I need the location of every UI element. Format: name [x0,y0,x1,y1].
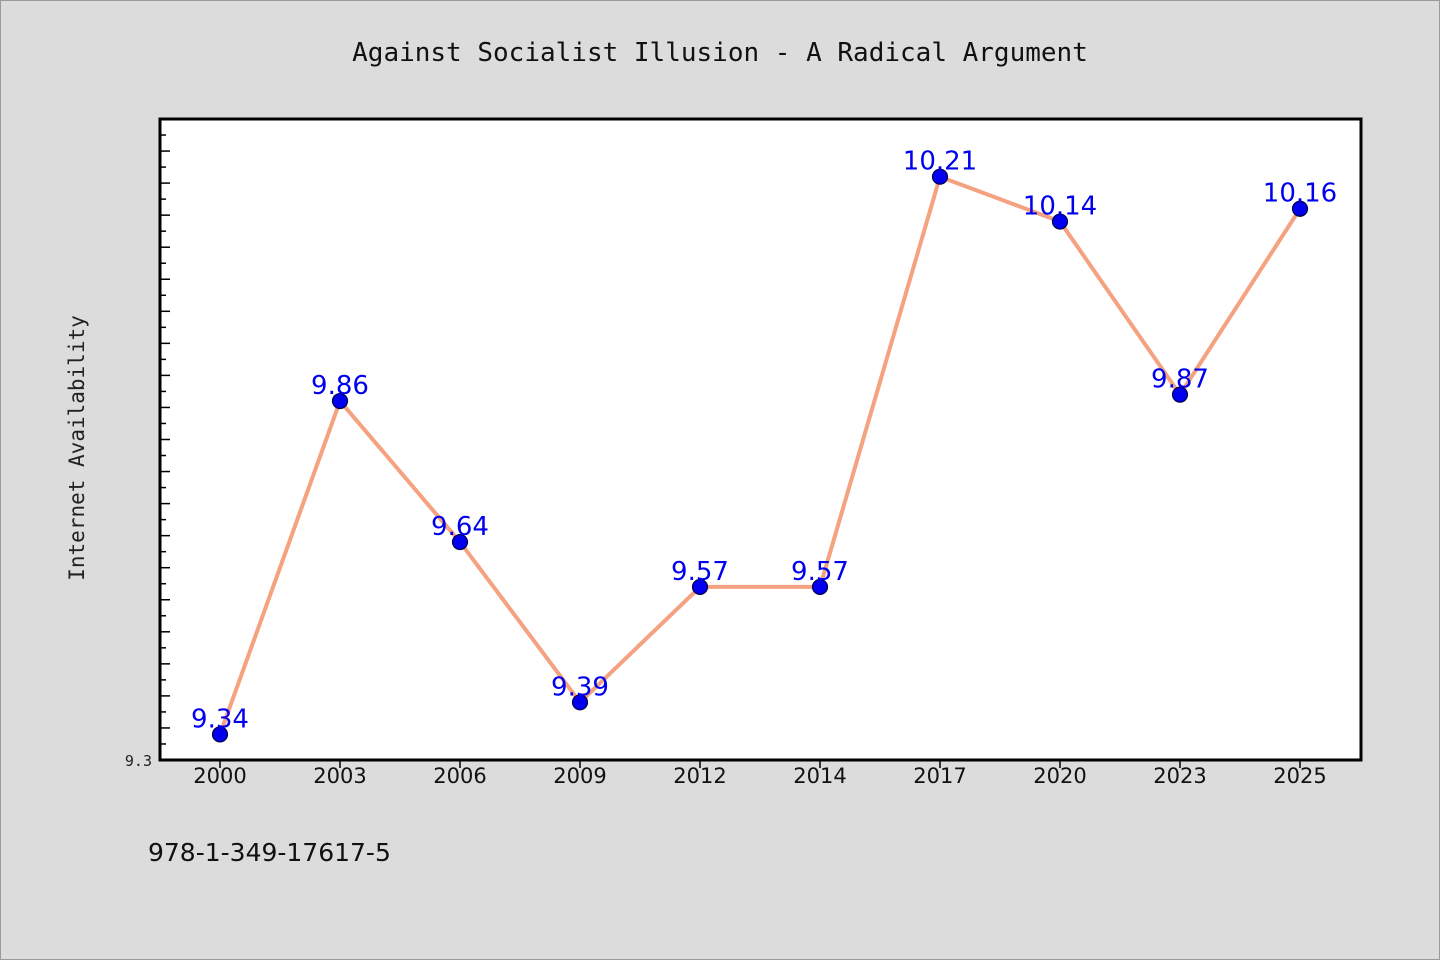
x-tick-label: 2017 [913,764,966,788]
data-point [811,578,829,596]
x-tick-label: 2020 [1033,764,1086,788]
x-tick-label: 2009 [553,764,606,788]
x-tick-label: 2025 [1273,764,1326,788]
data-point [451,533,469,551]
data-points [211,168,1309,743]
x-tick-label: 2014 [793,764,846,788]
data-point [1291,200,1309,217]
data-point [1171,386,1189,403]
data-point [1051,213,1069,230]
x-tick-label: 2003 [313,764,366,788]
x-axis: 2000 2003 2006 2009 2012 2014 2017 2020 2023 2025 [193,760,1327,788]
data-point [331,392,349,410]
data-label: 9.57 [791,557,849,587]
isbn-text: 978-1-349-17617-5 [148,838,391,867]
data-point [931,168,949,185]
data-label: 9.86 [311,371,369,401]
data-label: 9.39 [551,672,609,702]
series-line [218,174,1302,736]
x-tick-label: 2012 [673,764,726,788]
x-tick-label: 2006 [433,764,486,788]
data-label: 10.21 [903,147,977,177]
data-label: 9.87 [1151,365,1209,395]
data-label: 10.14 [1023,192,1097,222]
plot-area [158,117,1363,762]
y-axis-label: Internet Availability [65,315,89,581]
data-label: 9.34 [191,704,249,734]
x-tick-label: 2000 [193,764,246,788]
y-tick-marks: 9.3 [125,134,170,770]
data-point [691,578,709,596]
data-label: 9.64 [431,512,489,542]
data-labels: 9.34 9.86 9.64 9.39 9.57 9.57 10.21 10.14 9.87 10… [191,147,1337,735]
chart-title: Against Socialist Illusion - A Radical A… [352,38,1088,68]
data-label: 10.16 [1263,179,1337,209]
data-point [211,726,229,743]
data-label: 9.57 [671,557,729,587]
x-tick-label: 2023 [1153,764,1206,788]
data-point [571,694,589,711]
y-tick-label: 9.3 [125,752,152,770]
